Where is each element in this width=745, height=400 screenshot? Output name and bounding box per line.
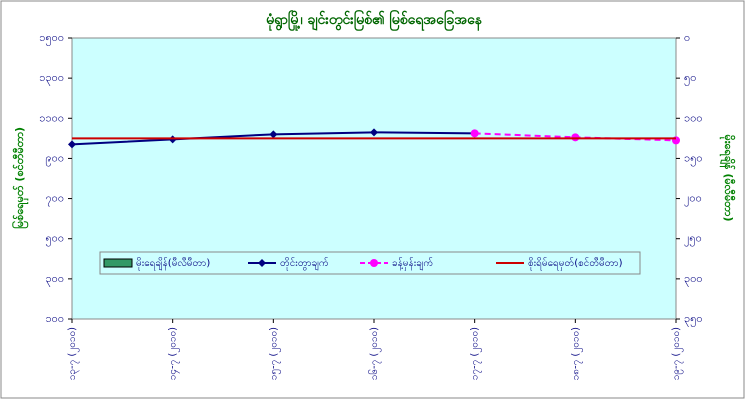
y-tick-label: ၉၀၀ bbox=[45, 151, 64, 166]
plot-area bbox=[71, 37, 677, 320]
marker bbox=[571, 133, 580, 142]
y-tick-label: ၃၀၀ bbox=[45, 272, 64, 287]
y2-tick-label: ၁၀၀ bbox=[684, 111, 703, 124]
legend-label: တိုင်းတွာချက် bbox=[280, 256, 329, 271]
y-tick-label: ၇၀၀ bbox=[45, 192, 64, 207]
marker bbox=[68, 140, 76, 149]
x-tick-label: ၁၈-၇ (၂၀၁၀) bbox=[570, 327, 583, 380]
marker bbox=[269, 130, 278, 139]
y-tick-label: ၅၀၀ bbox=[45, 232, 64, 247]
y2-tick-label: ၅၀ bbox=[684, 71, 696, 86]
legend: မိုးရေချိန်(မီလီမီတာ) တိုင်းတွာချက် ခန့်မှ… bbox=[99, 251, 641, 275]
y-tick-label: ၁၃၀၀ bbox=[39, 71, 64, 86]
y2-tick-label: ၀ bbox=[684, 31, 690, 44]
y-tick-label: ၁၅၀၀ bbox=[39, 31, 64, 46]
y-tick-label: ၁၁၀၀ bbox=[39, 111, 64, 124]
x-tick-label: ၁၃-၇ (၂၀၁၀) bbox=[67, 327, 80, 380]
legend-label: မိုးရေချိန်(မီလီမီတာ) bbox=[136, 256, 210, 271]
legend-label: ခန့်မှန်းချက် bbox=[392, 256, 433, 271]
chart-title: မုံရွာမြို့၊ ချင်းတွင်းမြစ်၏ မြစ်ရေအခြေအ… bbox=[266, 10, 483, 31]
legend-label: စိုးရိမ်ရေမှတ်(စင်တီမီတာ) bbox=[528, 256, 623, 271]
y-axis-title: မြစ်ရေမှတ် (စင်တီမီတာ) bbox=[11, 127, 29, 229]
legend-marker bbox=[370, 259, 378, 267]
x-tick-label: ၁၉-၇ (၂၀၁၀) bbox=[671, 327, 684, 380]
y2-tick-label: ၁၅၀ bbox=[684, 151, 703, 166]
y2-tick-label: ၃၀၀ bbox=[684, 272, 703, 287]
y-tick-label: ၁၀၀ bbox=[45, 312, 64, 325]
marker bbox=[470, 129, 479, 138]
y2-tick-label: ၂၅၀ bbox=[684, 232, 702, 247]
legend-marker bbox=[258, 259, 266, 267]
x-tick-label: ၁၇-၇ (၂၀၁၀) bbox=[470, 327, 483, 380]
marker bbox=[370, 128, 378, 137]
x-tick-label: ၁၅-၇ (၂၀၁၀) bbox=[268, 327, 281, 380]
legend-swatch bbox=[103, 258, 133, 268]
y2-tick-label: ၃၅၀ bbox=[684, 312, 703, 327]
y2-tick-label: ၂၀၀ bbox=[684, 192, 702, 207]
x-tick-label: ၁၄-၇ (၂၀၁၀) bbox=[168, 327, 181, 380]
y2-axis-title: မိုးရေချိန် (မီလီမီတာ) bbox=[719, 135, 736, 222]
x-tick-label: ၁၆-၇ (၂၀၁၀) bbox=[367, 327, 382, 380]
